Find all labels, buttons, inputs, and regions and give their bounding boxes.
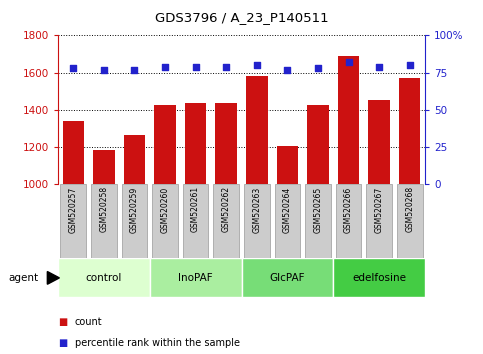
Text: GSM520257: GSM520257: [69, 186, 78, 233]
Bar: [63, 121, 84, 354]
Point: [161, 64, 169, 69]
Text: GSM520259: GSM520259: [130, 186, 139, 233]
Point: [253, 62, 261, 68]
Text: GSM520261: GSM520261: [191, 186, 200, 233]
Text: GSM520264: GSM520264: [283, 186, 292, 233]
Text: GlcPAF: GlcPAF: [270, 273, 305, 283]
Bar: [213, 184, 239, 258]
Text: InoPAF: InoPAF: [178, 273, 213, 283]
Bar: [274, 184, 300, 258]
Text: GSM520262: GSM520262: [222, 186, 231, 233]
Text: control: control: [85, 273, 122, 283]
Point: [375, 64, 383, 69]
Point: [222, 64, 230, 69]
Bar: [246, 76, 268, 354]
Bar: [333, 258, 425, 297]
Bar: [242, 258, 333, 297]
Bar: [124, 135, 145, 354]
Text: GSM520258: GSM520258: [99, 186, 108, 233]
Bar: [336, 184, 361, 258]
Text: ■: ■: [58, 338, 67, 348]
Bar: [93, 150, 114, 354]
Text: GSM520266: GSM520266: [344, 186, 353, 233]
Text: agent: agent: [8, 273, 38, 283]
Point: [70, 65, 77, 71]
Point: [345, 59, 353, 65]
Text: ■: ■: [58, 317, 67, 327]
Bar: [338, 56, 359, 354]
Point: [314, 65, 322, 71]
Text: GDS3796 / A_23_P140511: GDS3796 / A_23_P140511: [155, 11, 328, 24]
Bar: [122, 184, 147, 258]
Text: percentile rank within the sample: percentile rank within the sample: [75, 338, 240, 348]
Point: [406, 62, 413, 68]
Point: [100, 67, 108, 73]
Bar: [244, 184, 270, 258]
Bar: [397, 184, 423, 258]
Point: [284, 67, 291, 73]
Bar: [183, 184, 209, 258]
Bar: [277, 146, 298, 354]
Text: GSM520267: GSM520267: [375, 186, 384, 233]
Bar: [152, 184, 178, 258]
Text: GSM520265: GSM520265: [313, 186, 323, 233]
Point: [130, 67, 138, 73]
Text: GSM520260: GSM520260: [160, 186, 170, 233]
Bar: [305, 184, 331, 258]
Text: edelfosine: edelfosine: [352, 273, 406, 283]
Bar: [215, 103, 237, 354]
Bar: [150, 258, 242, 297]
Text: GSM520268: GSM520268: [405, 186, 414, 233]
Bar: [399, 78, 420, 354]
Bar: [155, 105, 176, 354]
Bar: [58, 258, 150, 297]
Bar: [185, 103, 206, 354]
Bar: [366, 184, 392, 258]
Bar: [91, 184, 117, 258]
Bar: [369, 99, 390, 354]
Text: count: count: [75, 317, 102, 327]
Text: GSM520263: GSM520263: [252, 186, 261, 233]
Bar: [307, 105, 329, 354]
Bar: [60, 184, 86, 258]
Point: [192, 64, 199, 69]
